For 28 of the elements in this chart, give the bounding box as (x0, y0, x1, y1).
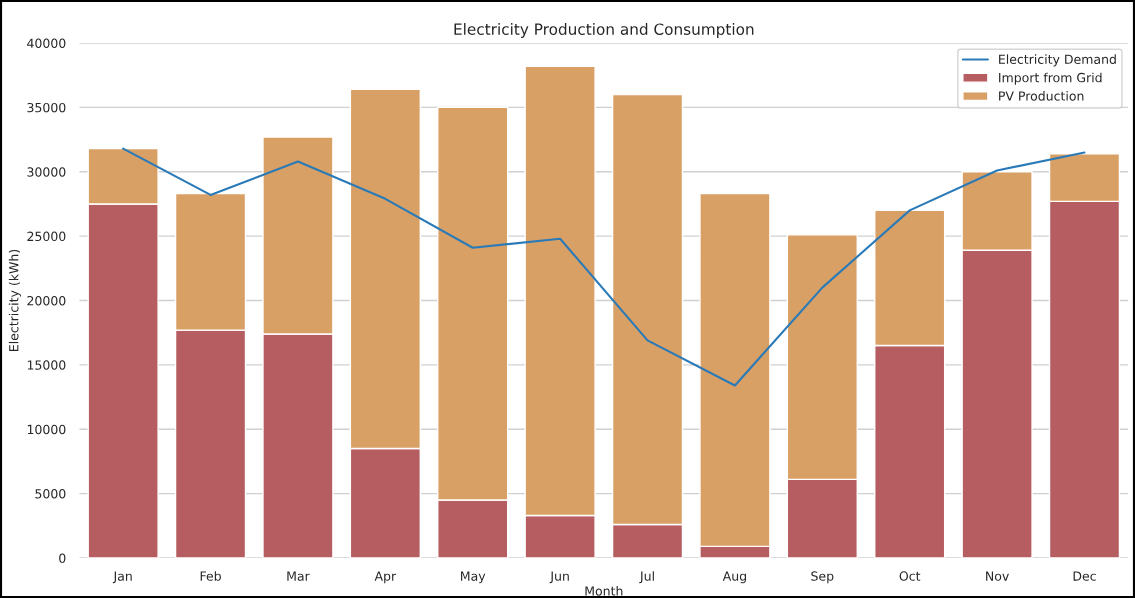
y-tick-label: 30000 (27, 167, 66, 177)
x-tick-label: Sep (811, 571, 834, 584)
x-tick-label: Apr (374, 571, 397, 584)
y-tick-label: 20000 (27, 295, 66, 306)
line-series (122, 147, 1086, 387)
x-axis-title: Month (585, 586, 623, 596)
x-tick-label: Oct (899, 571, 921, 581)
y-tick-label: 40000 (27, 38, 66, 48)
y-tick-label: 15000 (27, 360, 66, 370)
chart-title: Electricity Production and Consumption (454, 23, 754, 38)
x-tick-label: Jun (549, 571, 569, 584)
y-tick-label: 35000 (27, 102, 66, 113)
y-axis-title: Electricity (kWh) (8, 249, 21, 351)
y-tick-label: 10000 (27, 424, 66, 435)
legend-label: PV Production (999, 91, 1084, 101)
x-tick-label: Dec (1073, 571, 1096, 581)
legend-label: Import from Grid (999, 72, 1102, 85)
x-tick-label: Jul (639, 571, 654, 584)
x-tick-label: Jan (112, 571, 132, 584)
legend-label: Electricity Demand (999, 54, 1116, 67)
x-tick-label: Mar (287, 571, 310, 581)
x-tick-label: Feb (200, 571, 221, 581)
x-tick-label: Nov (986, 571, 1009, 581)
y-tick-label: 0 (59, 553, 66, 563)
y-tick-label: 25000 (27, 231, 66, 242)
x-tick-label: Aug (722, 571, 746, 584)
x-tick-label: May (461, 571, 486, 584)
y-tick-label: 5000 (35, 489, 66, 499)
